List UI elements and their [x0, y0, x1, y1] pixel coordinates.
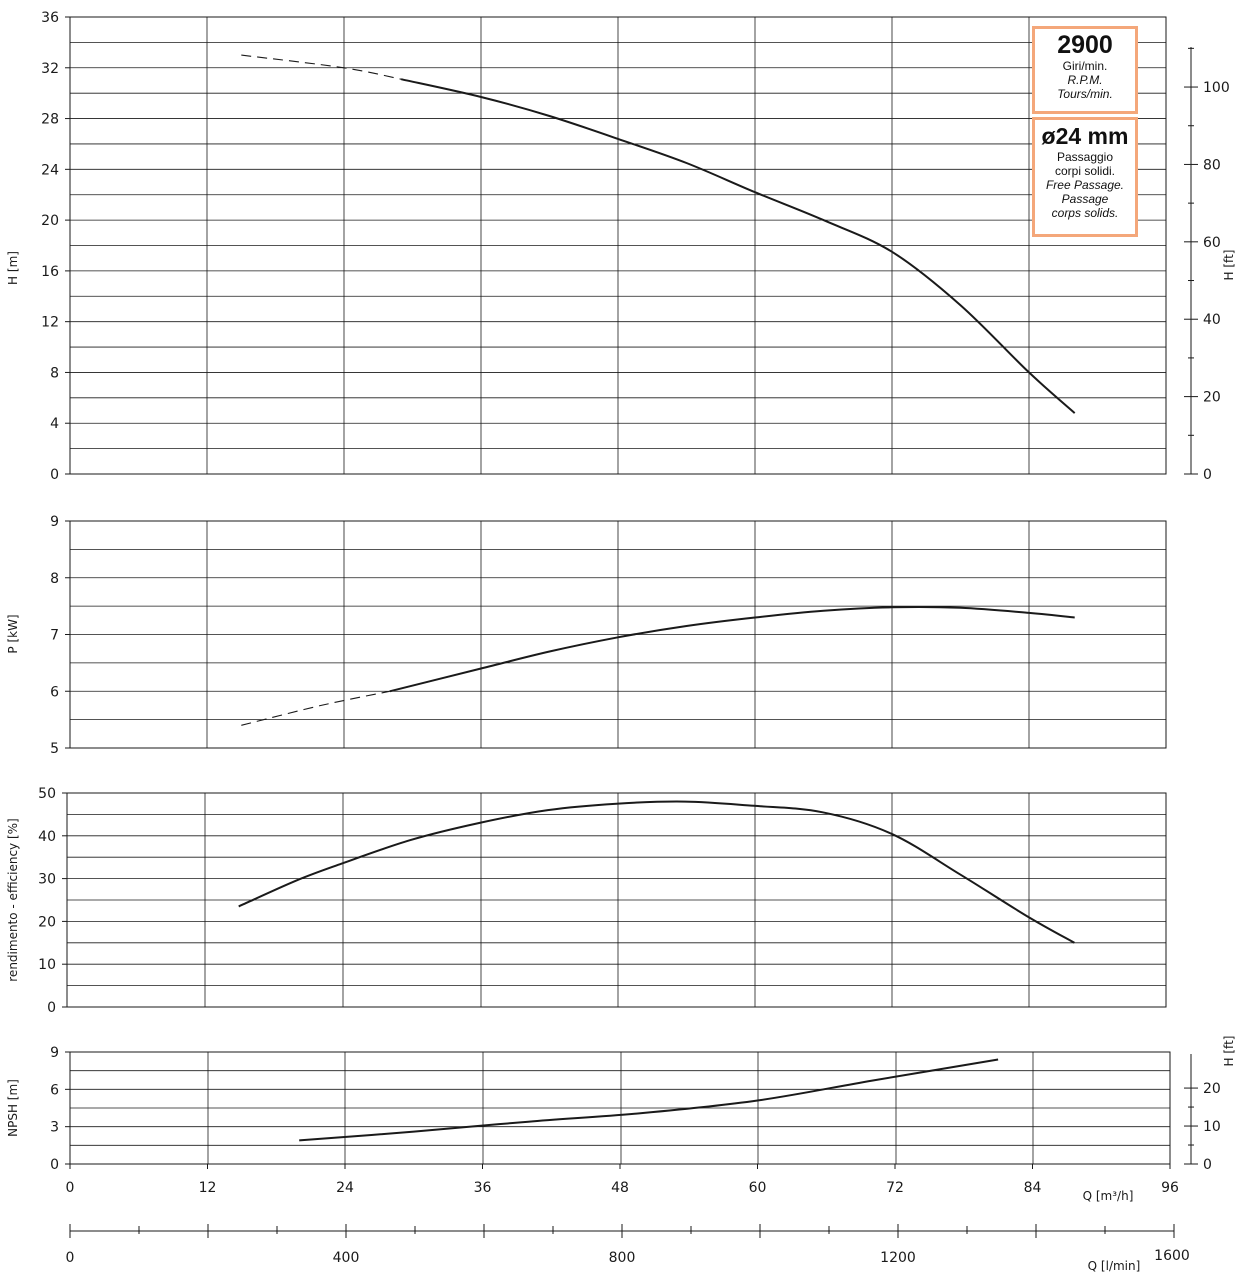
passage-label-fr-2: corps solids.	[1051, 206, 1119, 220]
passage-label-it-1: Passaggio	[1056, 150, 1114, 164]
y-tick-label: 0	[50, 1157, 59, 1173]
y-axis-label: rendimento - efficiency [%]	[6, 818, 20, 981]
y-tick-label: 28	[41, 112, 59, 128]
curve-dashed-1	[241, 690, 390, 726]
right-y-tick-label: 20	[1203, 390, 1221, 406]
y-tick-label: 6	[50, 1082, 59, 1098]
y-tick-label: 8	[50, 571, 59, 587]
y-tick-label: 20	[41, 213, 59, 229]
y-tick-label: 9	[50, 514, 59, 530]
y-tick-label: 16	[41, 264, 59, 280]
curve-1	[389, 606, 1075, 693]
y-tick-label: 36	[41, 10, 59, 26]
right-y-tick-label: 10	[1203, 1119, 1221, 1135]
secondary-x-tick-label: 400	[333, 1250, 360, 1266]
grid-layer	[62, 16, 1198, 1238]
y-axis-label: NPSH [m]	[6, 1079, 20, 1137]
y-tick-label: 6	[50, 684, 59, 700]
right-y-tick-label: 0	[1203, 1157, 1212, 1173]
passage-label-en: Free Passage.	[1045, 178, 1125, 192]
y-tick-label: 24	[41, 162, 59, 178]
speed-value: 2900	[1057, 31, 1113, 59]
curve-0	[400, 78, 1076, 414]
x-tick-label: 72	[886, 1180, 904, 1196]
y-tick-label: 32	[41, 61, 59, 77]
passage-box: ø24 mm Passaggio corpi solidi. Free Pass…	[1032, 117, 1138, 237]
secondary-x-tick-label: 800	[609, 1250, 636, 1266]
curve-3	[299, 1058, 999, 1142]
passage-label-it-2: corpi solidi.	[1054, 164, 1116, 178]
passage-label-fr-1: Passage	[1061, 192, 1109, 206]
y-tick-label: 10	[38, 957, 56, 973]
right-y-tick-label: 80	[1203, 157, 1221, 173]
secondary-x-tick-label: 1200	[880, 1250, 916, 1266]
right-y-tick-label: 20	[1203, 1081, 1221, 1097]
y-tick-label: 50	[38, 786, 56, 802]
secondary-x-axis-unit: Q [l/min]	[1088, 1259, 1141, 1273]
right-y-tick-label: 60	[1203, 235, 1221, 251]
speed-unit-it: Giri/min.	[1062, 59, 1108, 73]
secondary-x-tick-label: 0	[66, 1250, 75, 1266]
y-axis-label: P [kW]	[6, 614, 20, 653]
secondary-x-tick-label: 1600	[1154, 1248, 1190, 1264]
right-y-axis-label: H [ft]	[1222, 1036, 1236, 1067]
speed-box: 2900 Giri/min. R.P.M. Tours/min.	[1032, 26, 1138, 114]
x-tick-label: 60	[749, 1180, 767, 1196]
x-tick-label: 24	[336, 1180, 354, 1196]
x-tick-label: 96	[1161, 1180, 1179, 1196]
speed-unit-fr: Tours/min.	[1057, 87, 1113, 101]
x-tick-label: 12	[199, 1180, 217, 1196]
y-tick-label: 20	[38, 914, 56, 930]
x-tick-label: 84	[1024, 1180, 1042, 1196]
y-tick-label: 7	[50, 628, 59, 644]
passage-value: ø24 mm	[1041, 123, 1129, 149]
y-tick-label: 30	[38, 872, 56, 888]
y-tick-label: 0	[50, 467, 59, 483]
x-tick-label: 36	[474, 1180, 492, 1196]
y-tick-label: 40	[38, 829, 56, 845]
y-tick-label: 5	[50, 741, 59, 757]
y-tick-label: 12	[41, 315, 59, 331]
y-tick-label: 0	[47, 1000, 56, 1016]
right-y-axis-label: H [ft]	[1222, 250, 1236, 281]
x-tick-label: 0	[66, 1180, 75, 1196]
right-y-tick-label: 40	[1203, 312, 1221, 328]
y-tick-label: 3	[50, 1120, 59, 1136]
y-tick-label: 4	[50, 416, 59, 432]
y-tick-label: 8	[50, 365, 59, 381]
x-tick-label: 48	[611, 1180, 629, 1196]
curve-2	[238, 800, 1075, 944]
x-axis-unit: Q [m³/h]	[1083, 1189, 1134, 1203]
right-y-tick-label: 0	[1203, 467, 1212, 483]
y-axis-label: H [m]	[6, 251, 20, 285]
y-tick-label: 9	[50, 1045, 59, 1061]
speed-unit-en: R.P.M.	[1067, 73, 1103, 87]
curve-dashed-0	[241, 54, 402, 80]
curves-layer	[238, 54, 1076, 1142]
right-y-tick-label: 100	[1203, 80, 1230, 96]
